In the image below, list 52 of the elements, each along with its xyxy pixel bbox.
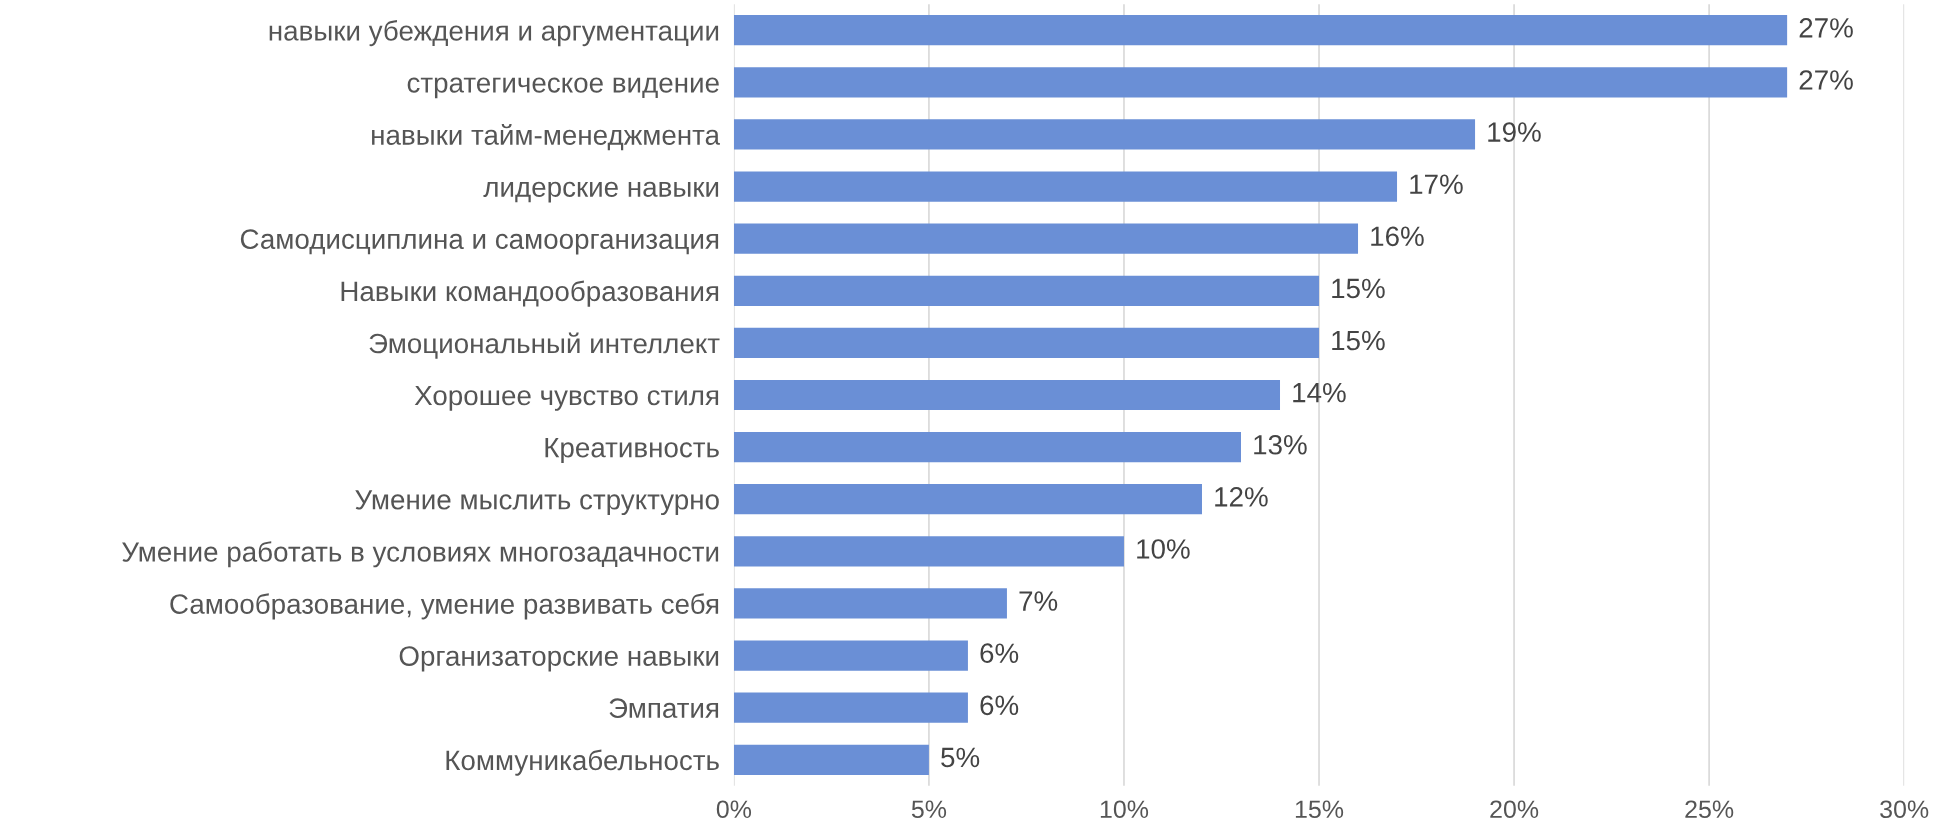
y-tick-label: навыки убеждения и аргументации xyxy=(269,20,719,47)
y-tick-label: Коммуникабельность xyxy=(446,749,719,776)
bar xyxy=(733,744,929,775)
data-label: 10% xyxy=(1137,539,1190,559)
data-label: 27% xyxy=(1799,18,1853,38)
bar xyxy=(733,275,1320,306)
x-tick-label: 20% xyxy=(1490,800,1539,819)
y-tick-label: Эмпатия xyxy=(609,698,719,719)
bar xyxy=(733,692,968,723)
bar xyxy=(733,223,1359,254)
x-tick-label: 15% xyxy=(1295,800,1344,819)
bar xyxy=(733,119,1476,150)
y-tick-label: Креативность xyxy=(545,438,719,463)
bar xyxy=(733,171,1398,202)
data-label: 13% xyxy=(1254,434,1307,455)
data-label: 5% xyxy=(941,747,980,768)
data-label: 16% xyxy=(1371,226,1424,247)
y-tick-label: навыки тайм-менеджмента xyxy=(372,124,721,151)
bar xyxy=(733,536,1124,567)
bar xyxy=(733,484,1202,515)
y-tick-label: Самодисциплина и самоорганизация xyxy=(240,229,719,255)
y-tick-label: Умение мыслить структурно xyxy=(355,490,719,516)
data-label: 14% xyxy=(1293,382,1346,403)
y-tick-label: Хорошее чувство стиля xyxy=(414,385,719,411)
data-label: 6% xyxy=(980,695,1019,716)
bar xyxy=(733,15,1788,46)
data-label: 15% xyxy=(1332,330,1385,351)
data-label: 15% xyxy=(1332,278,1385,299)
x-tick-label: 5% xyxy=(911,800,947,819)
y-tick-label: Навыки командообразования xyxy=(341,280,719,307)
bar xyxy=(733,640,968,671)
bar xyxy=(733,379,1281,411)
x-tick-label: 0% xyxy=(716,800,752,819)
data-label: 17% xyxy=(1410,174,1463,194)
data-label: 27% xyxy=(1799,70,1853,90)
y-tick-label: Эмоциональный интеллект xyxy=(369,332,720,359)
x-tick-label: 10% xyxy=(1100,800,1149,819)
data-label: 19% xyxy=(1488,122,1541,142)
y-tick-label: Самообразование, умение развивать себя xyxy=(170,593,719,620)
data-label: 7% xyxy=(1019,591,1058,611)
data-label: 6% xyxy=(980,643,1019,664)
x-tick-label: 30% xyxy=(1880,800,1929,819)
bar xyxy=(733,432,1241,463)
bar xyxy=(733,588,1007,619)
y-tick-label: лидерские навыки xyxy=(483,181,719,203)
bar xyxy=(733,327,1320,359)
bar xyxy=(733,67,1788,98)
data-label: 12% xyxy=(1215,487,1268,507)
y-tick-label: Умение работать в условиях многозадачности xyxy=(122,541,719,568)
y-tick-label: Организаторские навыки xyxy=(399,646,719,672)
y-tick-label: стратегическое видение xyxy=(407,77,719,99)
x-tick-label: 25% xyxy=(1685,800,1734,819)
